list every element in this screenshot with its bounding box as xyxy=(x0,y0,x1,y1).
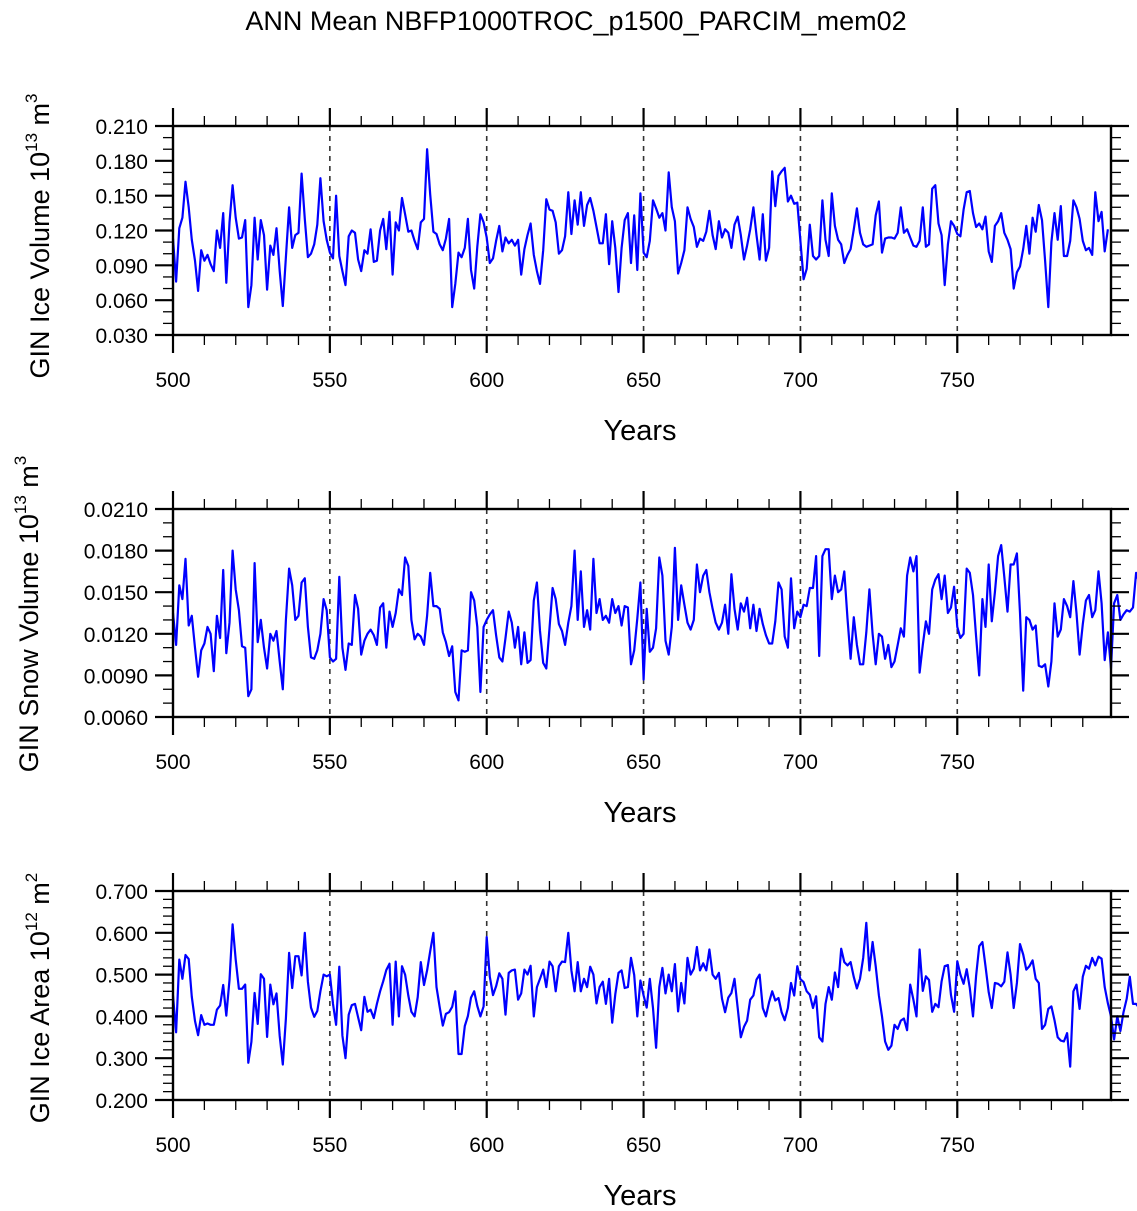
y-tick-label: 0.0210 xyxy=(84,499,148,522)
x-tick-label: 750 xyxy=(940,751,975,774)
y-axis-title-text: GIN Ice Volume 10 xyxy=(25,152,55,379)
y-tick-label: 0.210 xyxy=(95,116,148,139)
panel-1: 500 550 600 650 700 750 0.030 0.060 0.090 0.120 0.… xyxy=(22,93,1129,447)
x-axis-title: Years xyxy=(603,797,676,829)
plot-frame xyxy=(171,507,1113,719)
x-tick-label: 700 xyxy=(783,1134,818,1157)
x-tick-label: 550 xyxy=(312,369,347,392)
y-axis-title-exponent: 13 xyxy=(11,495,30,514)
x-axis-title: Years xyxy=(603,415,676,447)
panel-2: 500 550 600 650 700 750 0.0060 0.0090 0.0120 0.01… xyxy=(11,456,1137,829)
y-axis-title-unit-exponent: 2 xyxy=(22,873,41,882)
y-tick-label: 0.0180 xyxy=(84,541,148,564)
y-tick-label: 0.0060 xyxy=(84,707,148,730)
y-axis-title-unit-exponent: 3 xyxy=(22,93,41,102)
x-tick-label: 750 xyxy=(940,1134,975,1157)
x-tick-label: 550 xyxy=(312,751,347,774)
x-tick-label: 500 xyxy=(155,369,190,392)
series-line xyxy=(171,921,1137,1068)
y-axis-title: GIN Ice Area 1012 m2 xyxy=(22,873,55,1124)
y-tick-label: 0.400 xyxy=(95,1006,148,1029)
x-tick-label: 600 xyxy=(469,369,504,392)
y-tick-label: 0.180 xyxy=(95,151,148,174)
x-tick-label: 700 xyxy=(783,369,818,392)
x-tick-label: 700 xyxy=(783,751,818,774)
y-tick-label: 0.300 xyxy=(95,1048,148,1071)
y-tick-label: 0.0120 xyxy=(84,624,148,647)
y-tick-label: 0.0090 xyxy=(84,665,148,688)
y-tick-label: 0.150 xyxy=(95,186,148,209)
x-axis-title: Years xyxy=(603,1180,676,1211)
series-line xyxy=(171,543,1137,702)
panel-3: 500 550 600 650 700 750 0.200 0.300 0.400 0.500 0.… xyxy=(22,873,1137,1211)
x-tick-label: 650 xyxy=(626,751,661,774)
y-tick-label: 0.600 xyxy=(95,923,148,946)
x-tick-label: 600 xyxy=(469,751,504,774)
series-points xyxy=(173,149,1108,307)
y-axis-title-text: GIN Snow Volume 10 xyxy=(14,514,44,772)
series-line xyxy=(171,148,1109,309)
x-tick-label: 650 xyxy=(626,369,661,392)
y-axis-title-unit: m xyxy=(25,103,55,133)
y-tick-label: 0.060 xyxy=(95,290,148,313)
y-tick-label: 0.200 xyxy=(95,1090,148,1113)
x-tick-label: 500 xyxy=(155,1134,190,1157)
y-axis-title-unit-exponent: 3 xyxy=(11,456,30,465)
y-axis-title: GIN Snow Volume 1013 m3 xyxy=(11,456,44,773)
x-tick-label: 550 xyxy=(312,1134,347,1157)
y-tick-label: 0.090 xyxy=(95,255,148,278)
plot-frame xyxy=(171,889,1113,1102)
y-tick-label: 0.120 xyxy=(95,221,148,244)
y-axis-title-unit: m xyxy=(14,465,44,495)
x-tick-label: 750 xyxy=(940,369,975,392)
series-points xyxy=(173,545,1137,701)
y-axis-title-unit: m xyxy=(25,882,55,912)
y-tick-label: 0.700 xyxy=(95,881,148,904)
y-axis-title: GIN Ice Volume 1013 m3 xyxy=(22,93,55,378)
figure-title: ANN Mean NBFP1000TROC_p1500_PARCIM_mem02 xyxy=(245,6,906,36)
panels: 500 550 600 650 700 750 0.030 0.060 0.090 0.120 0.… xyxy=(11,93,1137,1211)
x-tick-label: 600 xyxy=(469,1134,504,1157)
y-tick-label: 0.500 xyxy=(95,965,148,988)
y-tick-label: 0.030 xyxy=(95,325,148,348)
y-axis-title-exponent: 12 xyxy=(22,912,41,931)
y-tick-label: 0.0150 xyxy=(84,582,148,605)
x-tick-label: 500 xyxy=(155,751,190,774)
y-axis-title-text: GIN Ice Area 10 xyxy=(25,931,55,1123)
x-tick-label: 650 xyxy=(626,1134,661,1157)
y-axis-title-exponent: 13 xyxy=(22,133,41,152)
